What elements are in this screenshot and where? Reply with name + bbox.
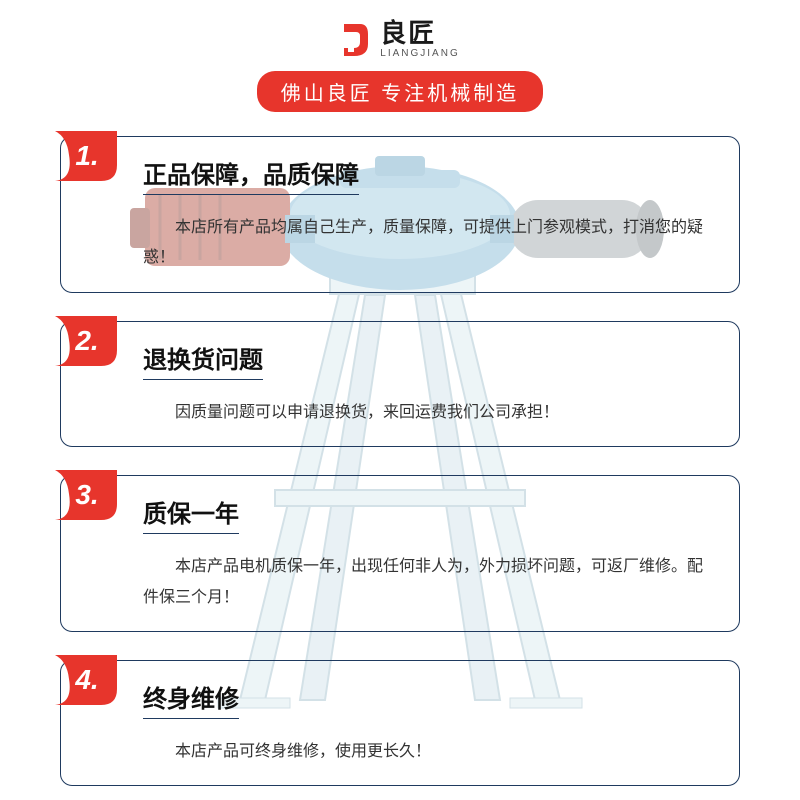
feature-desc: 本店产品电机质保一年，出现任何非人为，外力损坏问题，可返厂维修。配件保三个月！ (143, 552, 715, 613)
logo: 良匠 LIANGJIANG (0, 20, 800, 59)
number-badge-icon: 1. (55, 131, 117, 181)
number-badge-icon: 4. (55, 655, 117, 705)
feature-item: 4. 终身维修本店产品可终身维修，使用更长久！ (60, 660, 740, 786)
svg-text:3.: 3. (75, 479, 98, 510)
number-badge-icon: 2. (55, 316, 117, 366)
feature-desc: 因质量问题可以申请退换货，来回运费我们公司承担！ (143, 398, 715, 428)
number-badge-icon: 3. (55, 470, 117, 520)
svg-text:4.: 4. (74, 664, 98, 695)
logo-text-en: LIANGJIANG (380, 48, 459, 59)
feature-desc: 本店所有产品均属自己生产，质量保障，可提供上门参观模式，打消您的疑惑！ (143, 213, 715, 274)
logo-text-cn: 良匠 (380, 20, 459, 46)
tagline: 佛山良匠 专注机械制造 (257, 71, 544, 112)
feature-list: 1. 正品保障，品质保障本店所有产品均属自己生产，质量保障，可提供上门参观模式，打… (0, 112, 800, 786)
feature-item: 1. 正品保障，品质保障本店所有产品均属自己生产，质量保障，可提供上门参观模式，打… (60, 136, 740, 293)
feature-title: 质保一年 (143, 494, 239, 534)
logo-mark-icon (340, 22, 372, 58)
feature-title: 终身维修 (143, 679, 239, 719)
svg-text:1.: 1. (75, 140, 98, 171)
feature-title: 正品保障，品质保障 (143, 155, 359, 195)
header: 良匠 LIANGJIANG 佛山良匠 专注机械制造 (0, 0, 800, 112)
feature-item: 2. 退换货问题因质量问题可以申请退换货，来回运费我们公司承担！ (60, 321, 740, 447)
feature-title: 退换货问题 (143, 340, 263, 380)
feature-desc: 本店产品可终身维修，使用更长久！ (143, 737, 715, 767)
feature-item: 3. 质保一年本店产品电机质保一年，出现任何非人为，外力损坏问题，可返厂维修。配件… (60, 475, 740, 632)
svg-text:2.: 2. (74, 325, 98, 356)
